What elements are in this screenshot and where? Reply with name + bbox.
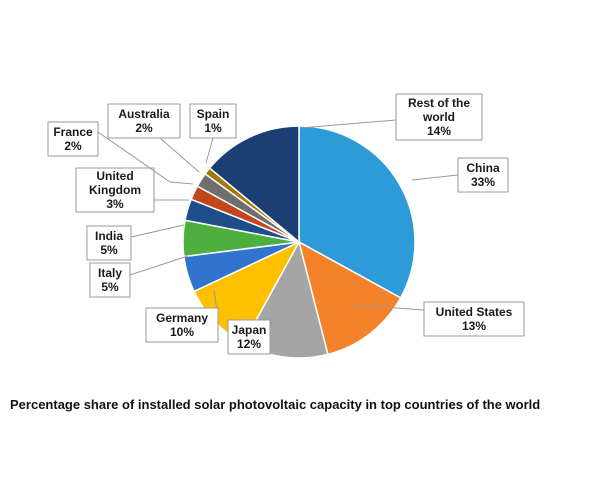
- data-label-australia: Australia 2%: [118, 107, 170, 135]
- pie-slice-united-states: [297, 240, 402, 356]
- data-label-italy: Italy 5%: [98, 266, 122, 294]
- callout-leader-india: [130, 224, 185, 238]
- data-label-spain: Spain 1%: [197, 107, 230, 135]
- callout-box-india: [86, 225, 132, 261]
- callout-box-germany: [145, 307, 219, 343]
- data-label-united-kingdom: United Kingdom 3%: [89, 169, 141, 211]
- chart-caption: Percentage share of installed solar phot…: [10, 397, 541, 412]
- callout-box-spain: [189, 103, 237, 139]
- callout-leader-italy: [129, 255, 189, 276]
- pie-chart: China 33% United States 13% Japan 12% Germany 1…: [47, 93, 525, 359]
- callout-leader-spain: [205, 137, 214, 164]
- callout-leader-united-states: [354, 304, 425, 311]
- callout-box-italy: [89, 262, 131, 298]
- callout-leader-france: [97, 131, 194, 185]
- callout-leader-australia: [159, 137, 200, 173]
- callout-leader-china: [411, 174, 459, 181]
- pie-slice-china: [298, 125, 416, 299]
- data-label-china: China 33%: [466, 161, 500, 189]
- callout-box-rest-of-the-world: [395, 93, 483, 141]
- callout-box-united-states: [423, 301, 525, 337]
- data-label-japan: Japan 12%: [232, 323, 267, 351]
- data-label-germany: Germany 10%: [156, 311, 208, 339]
- callout-box-china: [457, 157, 509, 193]
- pie-slice-rest-of-the-world: [208, 125, 300, 244]
- callout-box-united-kingdom: [75, 167, 155, 213]
- data-label-rest-of-the-world: Rest of the world 14%: [408, 96, 470, 138]
- data-label-india: India 5%: [95, 229, 123, 257]
- callout-leader-rest-of-the-world: [299, 119, 397, 129]
- callout-box-japan: [227, 319, 271, 355]
- callout-box-france: [47, 121, 99, 157]
- callout-box-australia: [107, 103, 181, 139]
- data-label-united-states: United States 13%: [436, 305, 513, 333]
- data-label-france: France 2%: [53, 125, 93, 153]
